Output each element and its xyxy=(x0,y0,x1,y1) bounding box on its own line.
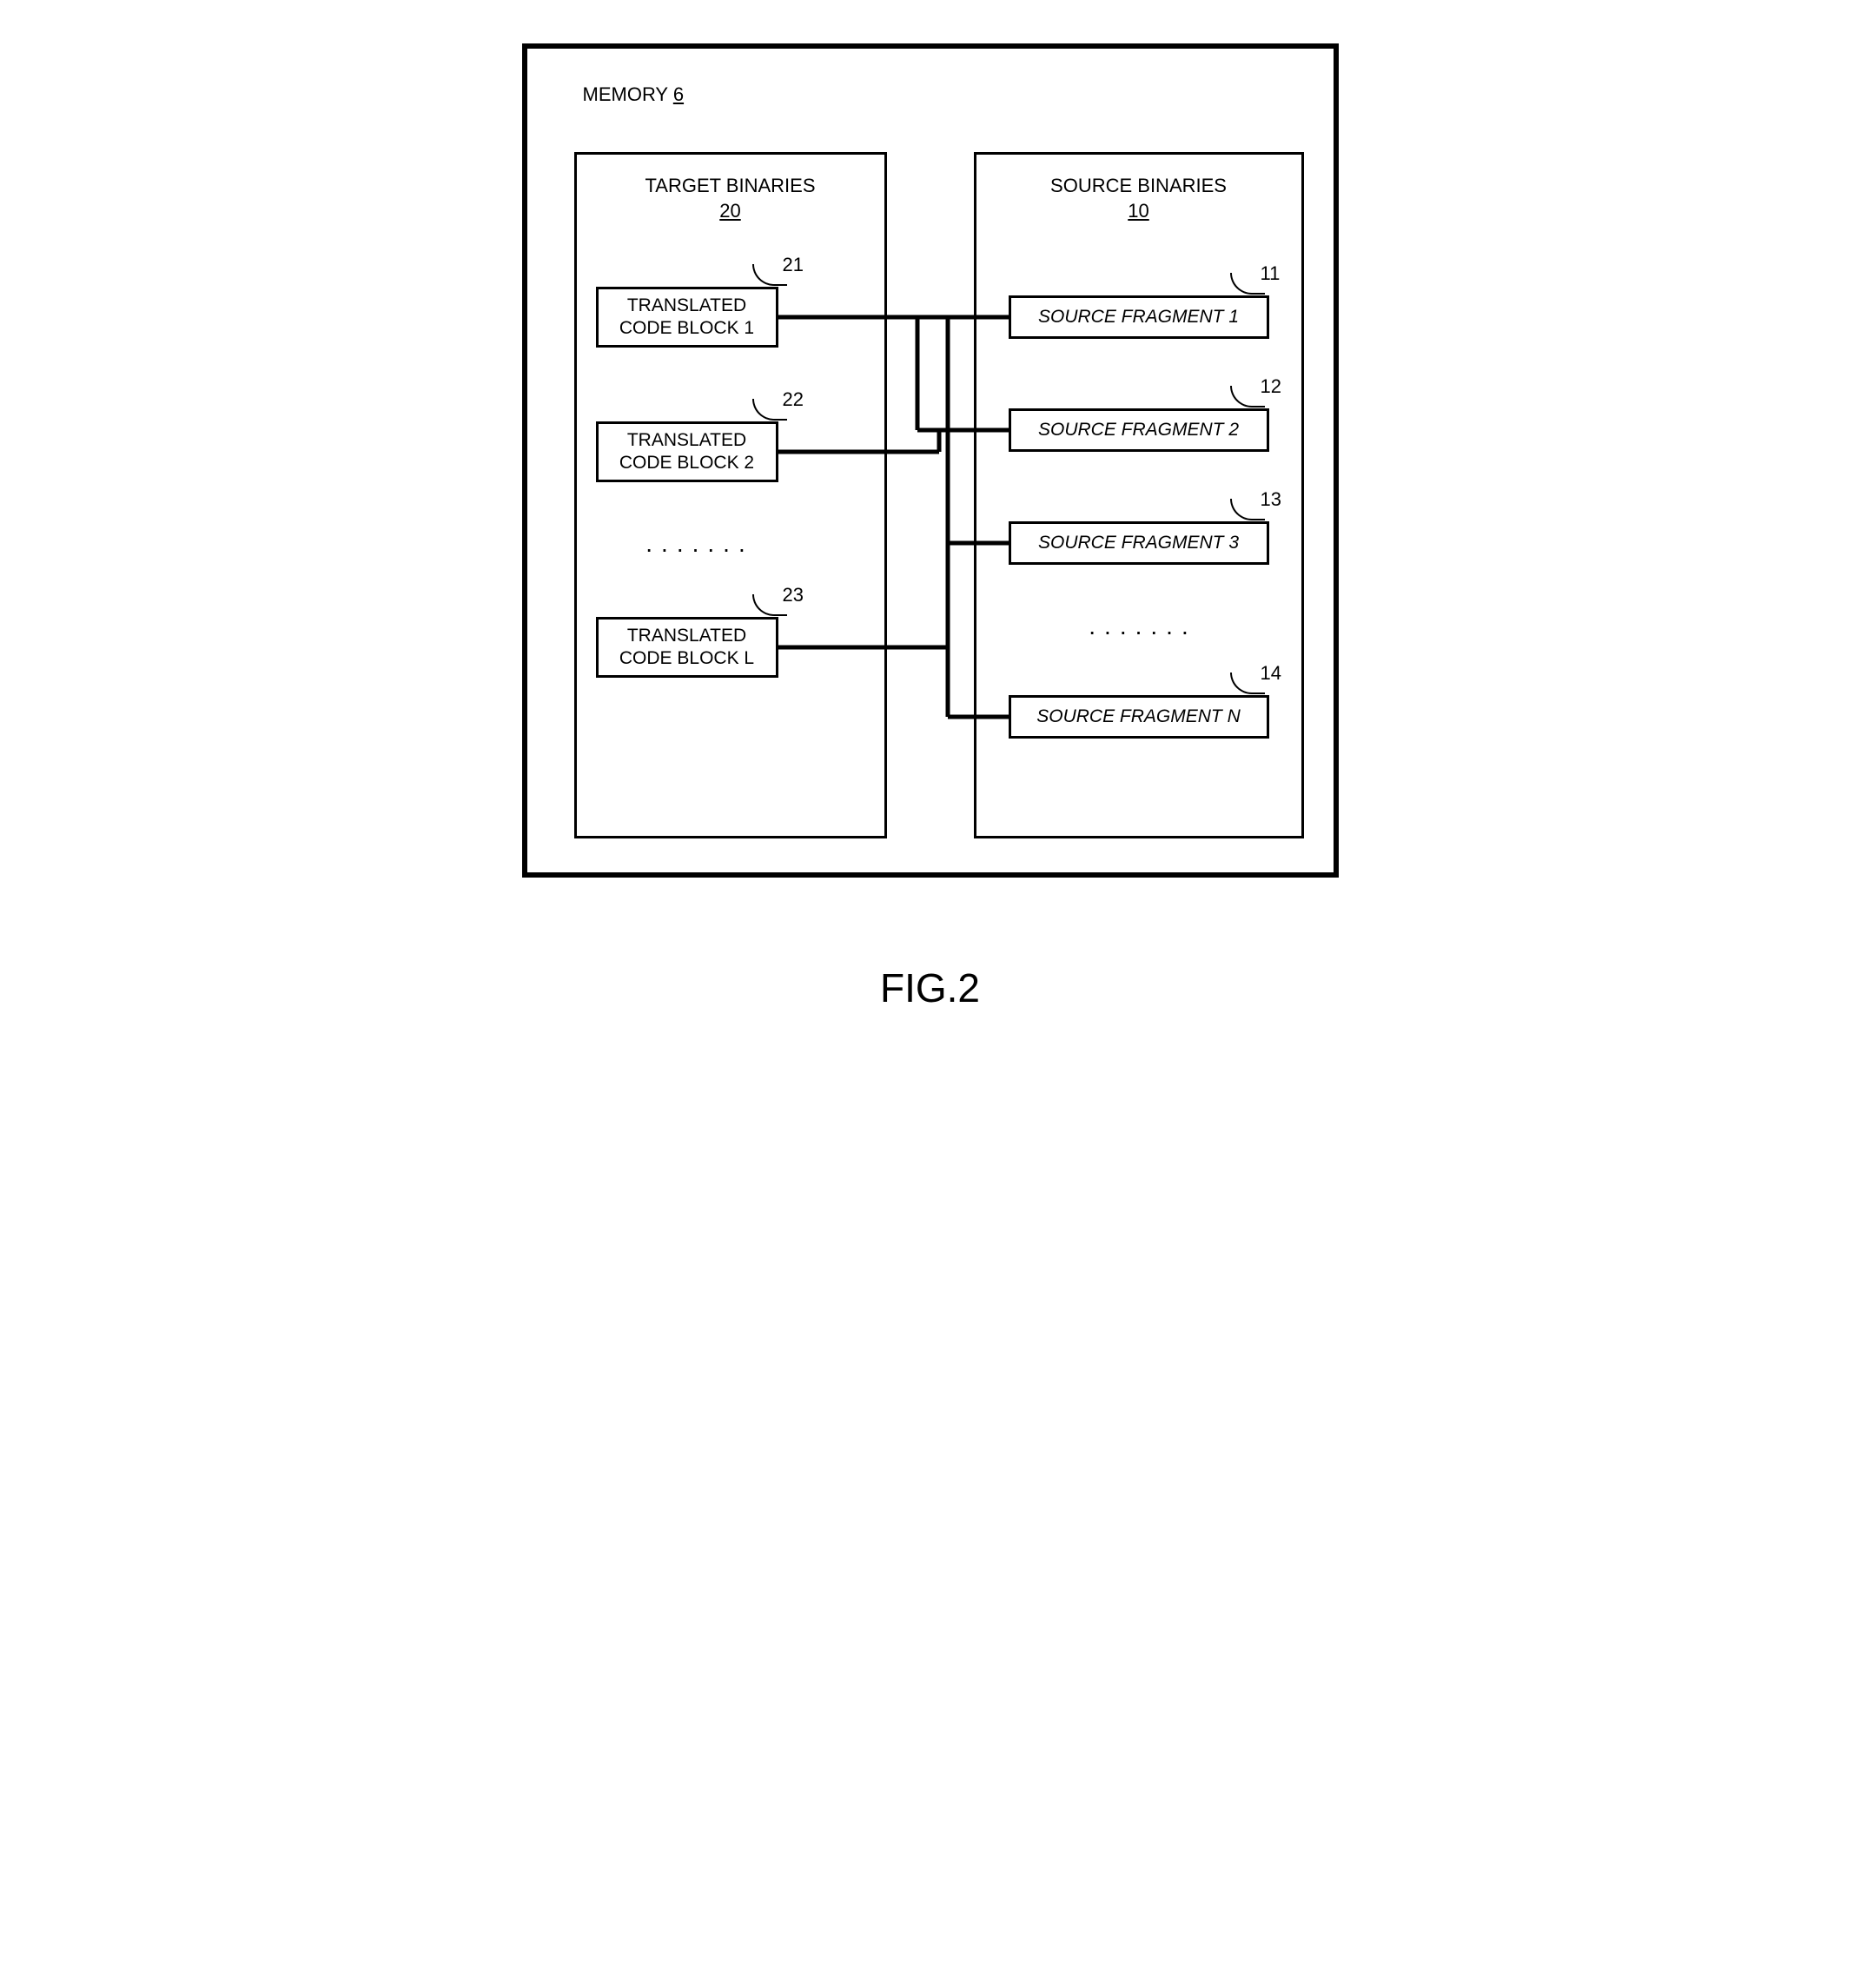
source-binaries-header: SOURCE BINARIES10 xyxy=(974,174,1304,223)
diagram-canvas: MEMORY 6 TARGET BINARIES20 SOURCE BINARIES… xyxy=(505,35,1356,947)
figure-caption: FIG.2 xyxy=(35,964,1825,1011)
source-fragment: SOURCE FRAGMENT 2 xyxy=(1009,408,1269,452)
translated-code-block: TRANSLATEDCODE BLOCK 1 xyxy=(596,287,778,348)
memory-label: MEMORY 6 xyxy=(583,83,685,108)
translated-code-block: TRANSLATEDCODE BLOCK 2 xyxy=(596,421,778,482)
target-binaries-header: TARGET BINARIES20 xyxy=(574,174,887,223)
source-fragment: SOURCE FRAGMENT N xyxy=(1009,695,1269,739)
target-binaries-box xyxy=(574,152,887,838)
source-fragment: SOURCE FRAGMENT 3 xyxy=(1009,521,1269,565)
translated-code-block: TRANSLATEDCODE BLOCK L xyxy=(596,617,778,678)
ellipsis: ....... xyxy=(635,530,765,558)
source-fragment: SOURCE FRAGMENT 1 xyxy=(1009,295,1269,339)
ellipsis: ....... xyxy=(1078,613,1208,640)
